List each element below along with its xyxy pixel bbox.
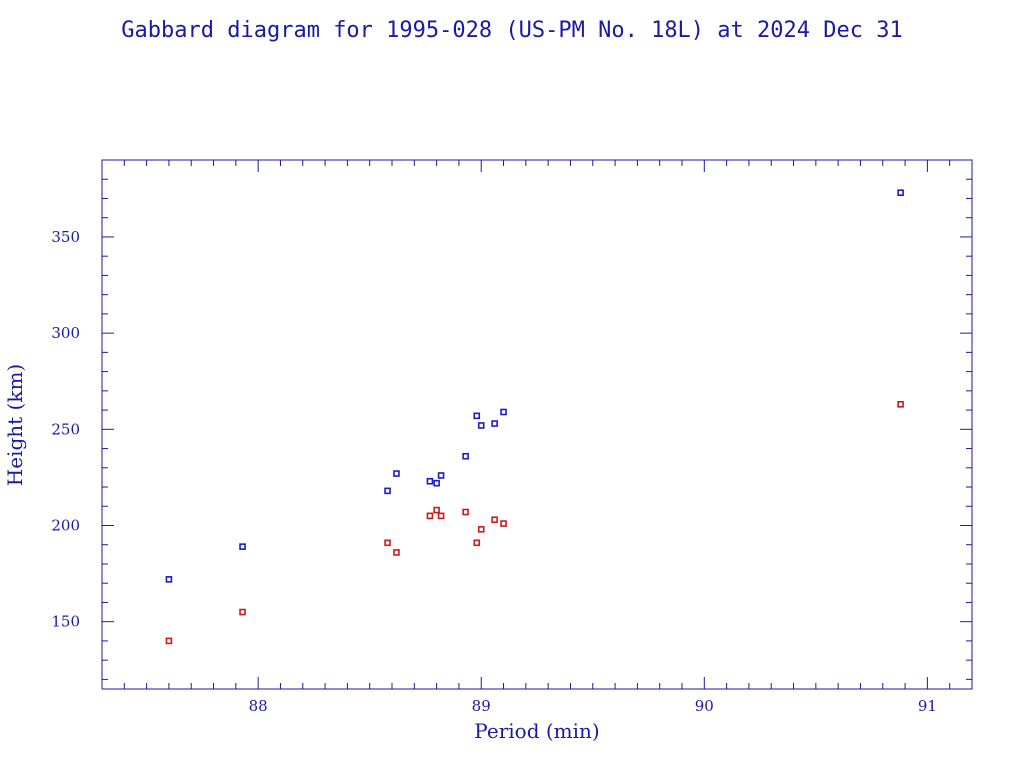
scatter-point [239,543,246,550]
scatter-point [897,401,904,408]
scatter-point [384,487,391,495]
scatter-point [491,420,498,427]
y-tick-label: 150 [51,613,80,631]
y-tick-label: 350 [51,228,80,246]
scatter-point [433,506,440,514]
scatter-point [500,520,507,527]
scatter-point [393,549,400,556]
scatter-point [477,422,485,429]
axis-ticks [101,159,973,689]
scatter-point [897,189,904,197]
scatter-point [165,637,173,645]
y-axis-label: Height (km) [3,364,27,486]
scatter-point [393,470,400,477]
scatter-point [437,472,445,479]
y-tick-label: 300 [51,324,80,342]
scatter-point [165,576,173,583]
x-axis-label: Period (min) [474,719,599,743]
x-tick-label: 89 [472,697,491,715]
x-tick-label: 90 [695,697,714,715]
y-tick-label: 200 [51,516,80,534]
scatter-point [462,508,469,516]
scatter-point [426,512,434,520]
scatter-point [477,526,485,533]
x-tick-label: 88 [249,697,268,715]
scatter-point [437,512,445,520]
plot-frame [101,159,973,690]
scatter-point [426,477,434,485]
x-tick-label: 91 [918,697,937,715]
scatter-point [239,608,246,616]
scatter-point [500,408,507,416]
chart-title: Gabbard diagram for 1995-028 (US-PM No. … [121,18,902,43]
scatter-point [462,452,469,460]
scatter-point [473,539,481,547]
scatter-point [491,516,498,524]
tick-labels: 88 89 90 91 150 200 250 300 350 [51,228,937,715]
scatter-point [433,479,440,487]
data-points [165,189,904,645]
y-tick-label: 250 [51,420,80,438]
scatter-point [384,539,391,547]
scatter-point [473,412,481,420]
